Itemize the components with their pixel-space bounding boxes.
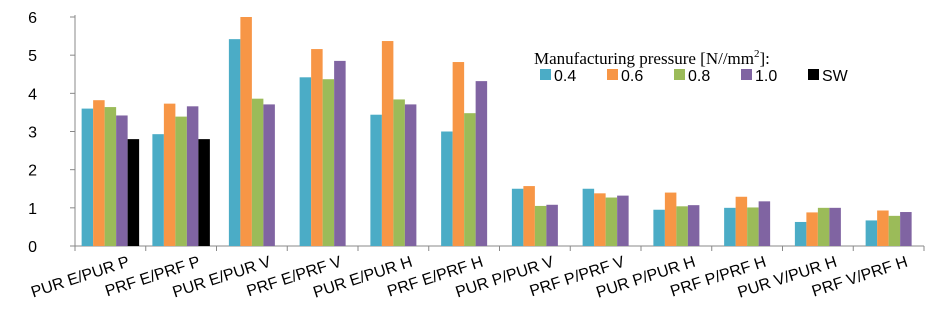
bar [93,100,105,246]
y-tick-label: 3 [28,125,37,142]
bar [676,206,688,246]
bar [475,81,488,247]
legend-swatch [741,69,752,80]
legend-background [528,34,906,84]
bar [334,60,346,246]
bar [687,205,700,246]
bar [582,188,595,246]
bar [175,116,187,246]
bar [888,215,901,246]
legend-swatch [607,69,618,80]
legend-label: 0.4 [554,68,576,85]
legend: Manufacturing pressure [N//mm2]: 0.4 0.6 0… [528,34,906,85]
bar [794,221,807,246]
legend-label: 0.8 [688,68,710,85]
bar [758,201,771,246]
bar [186,106,199,246]
bar [299,77,312,246]
bar [865,220,878,246]
y-tick-label: 4 [28,86,37,103]
bar [370,114,382,247]
bar [747,207,759,246]
bar [829,207,841,246]
bar [393,99,405,246]
bar [664,192,677,246]
axes: 0 1 2 3 4 5 6 [28,10,925,256]
legend-swatch [808,69,819,80]
bar [877,210,889,246]
legend-label: 1.0 [755,68,777,85]
bar [617,195,629,246]
bar [81,108,94,246]
bar [127,139,140,246]
bar [251,98,264,247]
bar [311,49,323,247]
y-tick-label: 0 [28,239,37,256]
bar [240,17,252,246]
legend-title: Manufacturing pressure [N//mm2]: [534,48,770,68]
bar [163,103,176,246]
legend-swatch [540,69,551,80]
bar [594,193,606,246]
legend-label: SW [822,68,849,85]
bars [81,17,912,247]
bar [900,212,912,246]
y-tick-label: 6 [28,10,37,27]
bar [198,139,210,246]
bar [511,188,524,246]
bar [464,113,476,247]
bar [817,207,830,246]
legend-items: 0.4 0.6 0.8 1.0 SW [540,68,849,85]
bar [546,204,558,246]
bar [322,79,335,247]
y-tick-label: 5 [28,48,37,65]
y-tick-label: 2 [28,163,37,180]
bar [724,207,736,246]
bar [534,205,547,246]
bar [104,107,117,246]
bar [806,212,818,246]
bar [381,41,394,246]
bar [152,134,164,246]
y-tick-label: 1 [28,201,37,218]
bar [452,62,465,246]
bar [263,104,275,247]
bar [116,115,128,246]
bar [441,131,453,246]
legend-swatch [674,69,685,80]
bar [653,209,665,246]
bar [404,104,417,247]
bar [228,39,241,246]
legend-label: 0.6 [621,68,643,85]
bar [605,197,618,246]
bar [523,186,535,246]
bar [735,196,748,246]
